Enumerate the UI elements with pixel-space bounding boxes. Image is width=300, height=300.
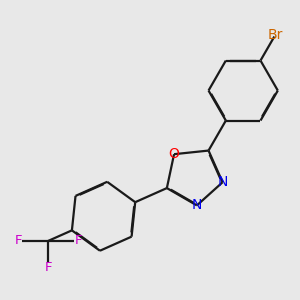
Text: Br: Br <box>268 28 283 42</box>
Text: F: F <box>75 234 82 248</box>
Text: N: N <box>192 198 202 212</box>
Text: N: N <box>218 175 228 189</box>
Text: F: F <box>44 261 52 274</box>
Text: O: O <box>169 147 179 161</box>
Text: F: F <box>14 234 22 248</box>
